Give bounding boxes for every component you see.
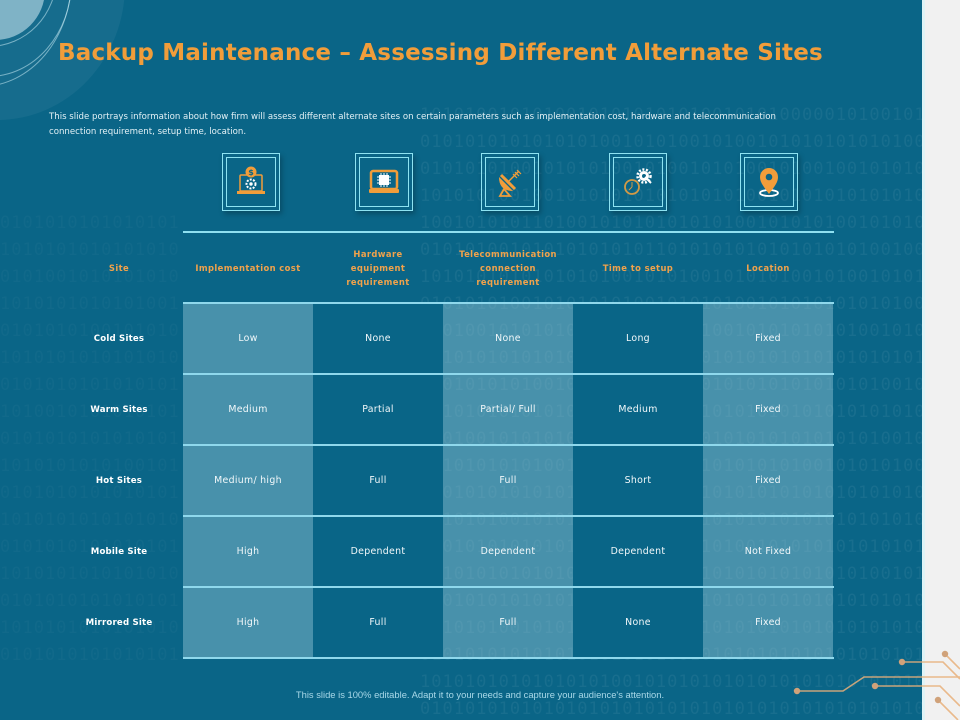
table-cell: Full xyxy=(443,446,573,515)
alternate-sites-table: Site Implementation cost Hardware equipm… xyxy=(55,233,834,659)
table-row: Hot Sites Medium/ high Full Full Short F… xyxy=(96,444,834,515)
icon-box-hardware xyxy=(355,153,413,211)
table-cell: Medium xyxy=(573,375,703,444)
table-cell: None xyxy=(573,588,703,657)
svg-text:$: $ xyxy=(248,168,254,177)
slide-description: This slide portrays information about ho… xyxy=(49,112,776,137)
circuit-lines-decoration xyxy=(793,650,960,720)
table-cell: Medium/ high xyxy=(183,446,313,515)
header-time-to-setup: Time to setup xyxy=(602,262,674,273)
table-cell: High xyxy=(183,517,313,586)
row-label: Warm Sites xyxy=(90,404,148,415)
table-cell: Full xyxy=(313,446,443,515)
table-row: Mobile Site High Dependent Dependent Dep… xyxy=(91,515,834,586)
row-label: Mobile Site xyxy=(90,546,148,557)
header-site: Site xyxy=(108,262,130,273)
table-cell: Short xyxy=(573,446,703,515)
location-pin-icon xyxy=(759,168,779,197)
header-location: Location xyxy=(746,262,790,273)
table-cell: Fixed xyxy=(703,446,833,515)
laptop-dollar-gear-icon: $ xyxy=(237,166,265,194)
table-cell: Dependent xyxy=(443,517,573,586)
table-header-row: Site Implementation cost Hardware equipm… xyxy=(55,233,834,302)
row-label: Mirrored Site xyxy=(85,617,153,628)
table-cell: Fixed xyxy=(703,588,833,657)
icon-box-implementation-cost: $ xyxy=(222,153,280,211)
table-cell: High xyxy=(183,588,313,657)
satellite-dish-icon xyxy=(498,169,522,197)
table-cell: Medium xyxy=(183,375,313,444)
slide: 1010100101010010101010101001010100000101… xyxy=(0,0,922,720)
slide-edge-strip xyxy=(922,0,925,720)
header-telecom: Telecommunication connection requirement xyxy=(459,248,557,287)
laptop-chip-icon xyxy=(369,169,399,193)
clock-gear-wrench-icon xyxy=(624,168,652,195)
page-title: Backup Maintenance – Assessing Different… xyxy=(58,40,823,66)
table-top-rule xyxy=(183,231,834,233)
table-row: Warm Sites Medium Partial Partial/ Full … xyxy=(90,373,834,444)
table-cell: Fixed xyxy=(703,304,833,373)
table-row: Cold Sites Low None None Long Fixed xyxy=(94,302,834,373)
table-cell: Not Fixed xyxy=(703,517,833,586)
table-cell: Fixed xyxy=(703,375,833,444)
table-cell: Dependent xyxy=(313,517,443,586)
header-hardware: Hardware equipment requirement xyxy=(346,248,410,287)
table-cell: Long xyxy=(573,304,703,373)
table-cell: Full xyxy=(313,588,443,657)
table-row: Mirrored Site High Full Full None Fixed xyxy=(86,586,834,659)
table-cell: Partial xyxy=(313,375,443,444)
icon-box-time-to-setup xyxy=(609,153,667,211)
icon-box-telecom xyxy=(481,153,539,211)
row-label: Hot Sites xyxy=(95,475,143,486)
icon-box-location xyxy=(740,153,798,211)
row-label: Cold Sites xyxy=(93,333,145,344)
table-cell: None xyxy=(313,304,443,373)
table-cell: Dependent xyxy=(573,517,703,586)
header-implementation-cost: Implementation cost xyxy=(195,262,301,273)
table-cell: Low xyxy=(183,304,313,373)
table-cell: Partial/ Full xyxy=(443,375,573,444)
footer-note: This slide is 100% editable. Adapt it to… xyxy=(295,689,665,700)
table-cell: None xyxy=(443,304,573,373)
table-cell: Full xyxy=(443,588,573,657)
